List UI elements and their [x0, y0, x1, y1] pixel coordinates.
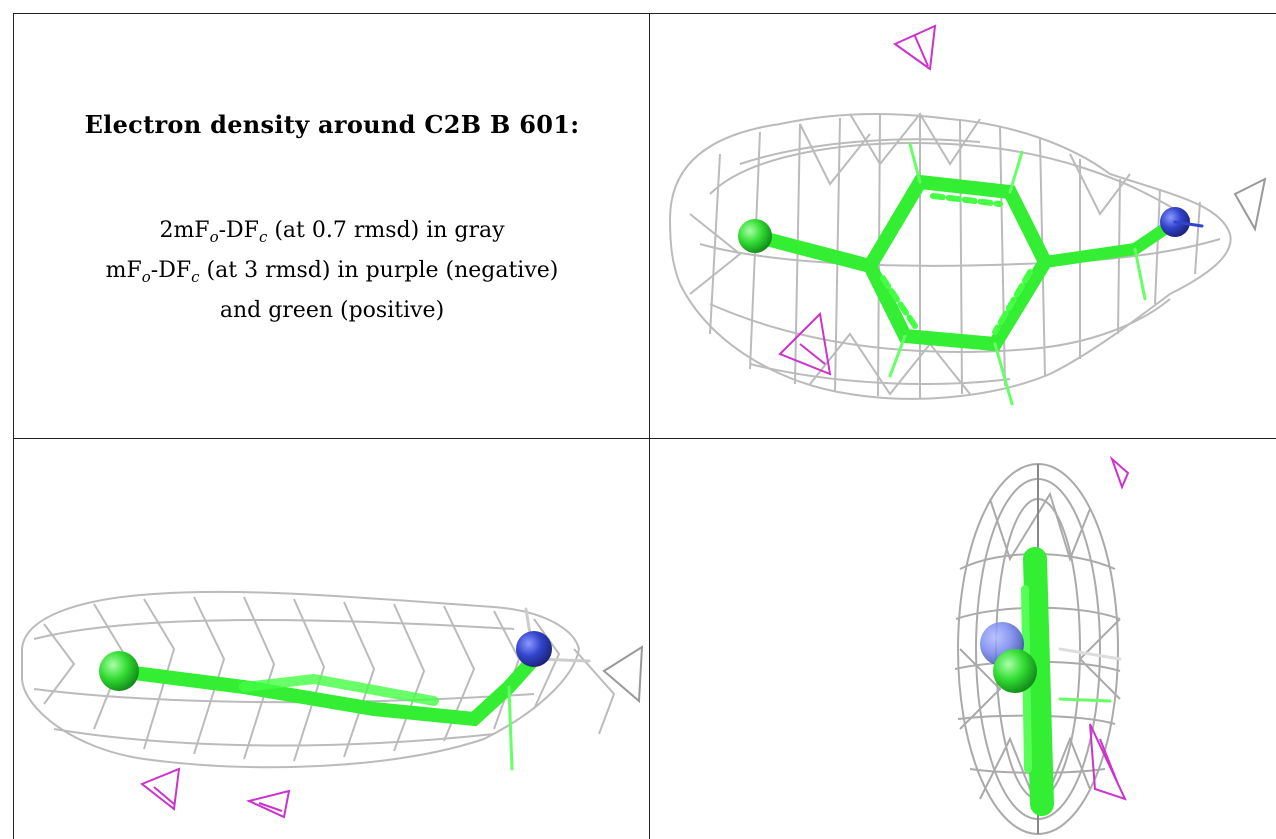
mesh-fofc-gray-small: [1233, 177, 1267, 232]
nitrogen-atom: [516, 631, 552, 667]
mesh-2fofc: [21, 590, 616, 769]
density-view-bottom-left: [14, 439, 649, 839]
caption-title: Electron density around C2B B 601:: [84, 110, 580, 139]
density-view-bottom-right: [650, 439, 1276, 839]
ligand-model: [738, 142, 1204, 406]
mesh-fofc-negative: [1089, 455, 1130, 801]
legend-line-fofc: mFo-DFc (at 3 rmsd) in purple (negative): [14, 254, 649, 294]
density-render-bottom-right: [954, 455, 1130, 835]
subscript-o: o: [209, 228, 219, 246]
subscript-o: o: [141, 268, 151, 286]
legend-text: 2mF: [159, 218, 210, 243]
density-render-top: [668, 24, 1267, 406]
figure-table: Electron density around C2B B 601: 2mFo-…: [13, 13, 1276, 839]
legend-text: (at 3 rmsd) in purple (negative): [199, 258, 559, 283]
legend-line-2fofc: 2mFo-DFc (at 0.7 rmsd) in gray: [14, 214, 649, 254]
caption-legend: 2mFo-DFc (at 0.7 rmsd) in gray mFo-DFc (…: [14, 214, 649, 328]
legend-line-positive: and green (positive): [219, 298, 445, 323]
mesh-2fofc: [668, 112, 1232, 400]
mesh-fofc-gray-small: [602, 645, 644, 704]
table-border-left: [13, 13, 14, 839]
ligand-model: [99, 607, 591, 771]
density-render-bottom-left: [21, 590, 644, 819]
subscript-c: c: [258, 228, 268, 246]
legend-text: -DF: [150, 258, 192, 283]
chlorine-atom: [738, 219, 772, 253]
mesh-fofc-negative: [140, 767, 291, 819]
table-column-divider: [649, 13, 650, 839]
legend-text: -DF: [218, 218, 259, 243]
legend-text: mF: [105, 258, 142, 283]
density-view-top: [650, 14, 1276, 438]
subscript-c: c: [191, 268, 200, 286]
chlorine-atom: [99, 651, 139, 691]
caption-cell: Electron density around C2B B 601: 2mFo-…: [14, 14, 649, 438]
legend-text: (at 0.7 rmsd) in gray: [267, 218, 505, 243]
ligand-model: [980, 547, 1122, 816]
table-border-top: [13, 13, 1276, 14]
mesh-fofc-negative: [778, 24, 937, 376]
table-row-divider: [13, 438, 1276, 439]
chlorine-atom: [993, 649, 1037, 693]
